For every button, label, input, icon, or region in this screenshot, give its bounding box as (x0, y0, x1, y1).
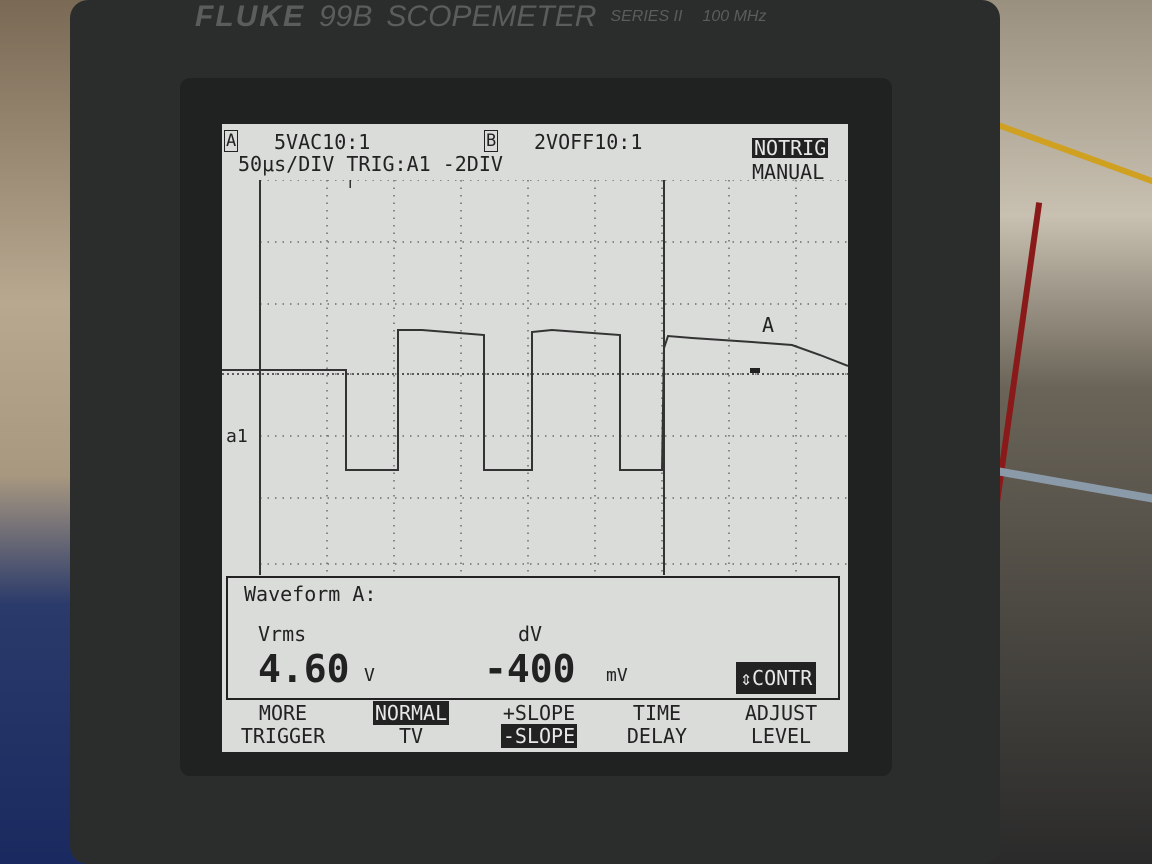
vrms-label: Vrms (258, 622, 307, 646)
measurement-title: Waveform A: (244, 582, 377, 606)
waveform-plot: T A a1 (222, 180, 848, 575)
dv-value: -400 (484, 647, 576, 691)
channel-a-tag: A (224, 130, 239, 152)
softkey-more-trigger[interactable]: MORE TRIGGER (222, 702, 344, 748)
softkey-label: TIME (632, 701, 682, 725)
reference-marker: a1 (226, 426, 248, 447)
softkey-label: MORE (258, 701, 308, 725)
dv-unit: mV (606, 665, 628, 686)
measurement-panel: Waveform A: Vrms 4.60 V dV -400 mV ⇕CONT… (226, 576, 840, 700)
channel-b-tag: B (484, 130, 499, 152)
trigger-level-marker (750, 368, 760, 373)
trace-label-a: A (762, 313, 774, 337)
softkey-label-selected: -SLOPE (500, 724, 578, 748)
channel-b-setting: 2VOFF10:1 (534, 130, 643, 154)
softkey-time-delay[interactable]: TIME DELAY (596, 702, 718, 748)
device-series: SERIES II (610, 8, 683, 25)
vrms-unit: V (364, 665, 375, 686)
contrast-button[interactable]: ⇕CONTR (736, 662, 817, 694)
softkey-label: TV (398, 724, 424, 748)
waveform-trace (222, 328, 848, 471)
device-name: SCOPEMETER (386, 0, 597, 33)
softkey-label-selected: NORMAL (372, 701, 450, 725)
brand-logo: FLUKE (195, 0, 305, 33)
device-bandwidth: 100 MHz (702, 8, 767, 25)
trigger-state: NOTRIG (752, 136, 829, 160)
device-branding: FLUKE 99B SCOPEMETER SERIES II 100 MHz (195, 0, 766, 34)
lcd-screen: A 5VAC10:1 B 2VOFF10:1 50μs/DIV TRIG:A1 … (222, 124, 848, 752)
softkey-slope[interactable]: +SLOPE -SLOPE (478, 702, 600, 748)
softkey-label: DELAY (626, 724, 688, 748)
channel-a-setting: 5VAC10:1 (274, 130, 371, 154)
softkey-adjust-level[interactable]: ADJUST LEVEL (718, 702, 844, 748)
timebase-trigger: 50μs/DIV TRIG:A1 -2DIV (238, 152, 503, 176)
softkey-label: LEVEL (750, 724, 812, 748)
background-right (972, 0, 1152, 864)
softkey-label: +SLOPE (502, 701, 576, 725)
softkey-normal-tv[interactable]: NORMAL TV (350, 701, 472, 748)
trigger-mode: MANUAL (752, 160, 825, 184)
dv-label: dV (518, 622, 543, 646)
softkey-label: ADJUST (744, 701, 818, 725)
vrms-value: 4.60 (258, 647, 350, 691)
trigger-marker: T (346, 180, 355, 192)
model-number: 99B (319, 0, 373, 33)
softkey-bar: MORE TRIGGER NORMAL TV +SLOPE -SLOPE TIM… (222, 700, 848, 752)
softkey-label: TRIGGER (240, 724, 326, 748)
grid-dots (259, 180, 848, 575)
